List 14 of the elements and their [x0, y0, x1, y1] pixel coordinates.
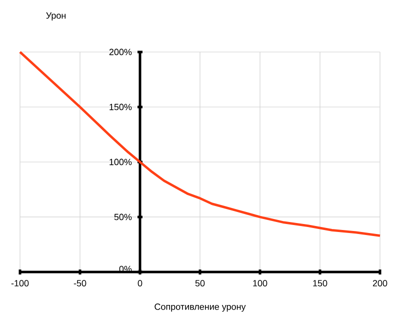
x-tick-label: 0 [138, 280, 142, 286]
x-tick-label: -50 [74, 280, 86, 286]
x-tick-label: 100 [253, 280, 268, 286]
y-axis-title: Урон [46, 12, 66, 20]
x-tick-label: 200 [372, 280, 388, 286]
x-tick-label: 150 [313, 280, 328, 286]
x-tick-label: 50 [195, 280, 205, 286]
y-tick-label: 50% [114, 214, 132, 220]
y-tick-label: 200% [109, 48, 132, 56]
line-series [18, 50, 382, 237]
y-tick-label: 100% [110, 158, 132, 166]
x-axis-title: Сопротивление урону [154, 304, 246, 312]
y-tick-label: 150% [110, 104, 132, 110]
x-tick-label: -100 [11, 280, 29, 286]
